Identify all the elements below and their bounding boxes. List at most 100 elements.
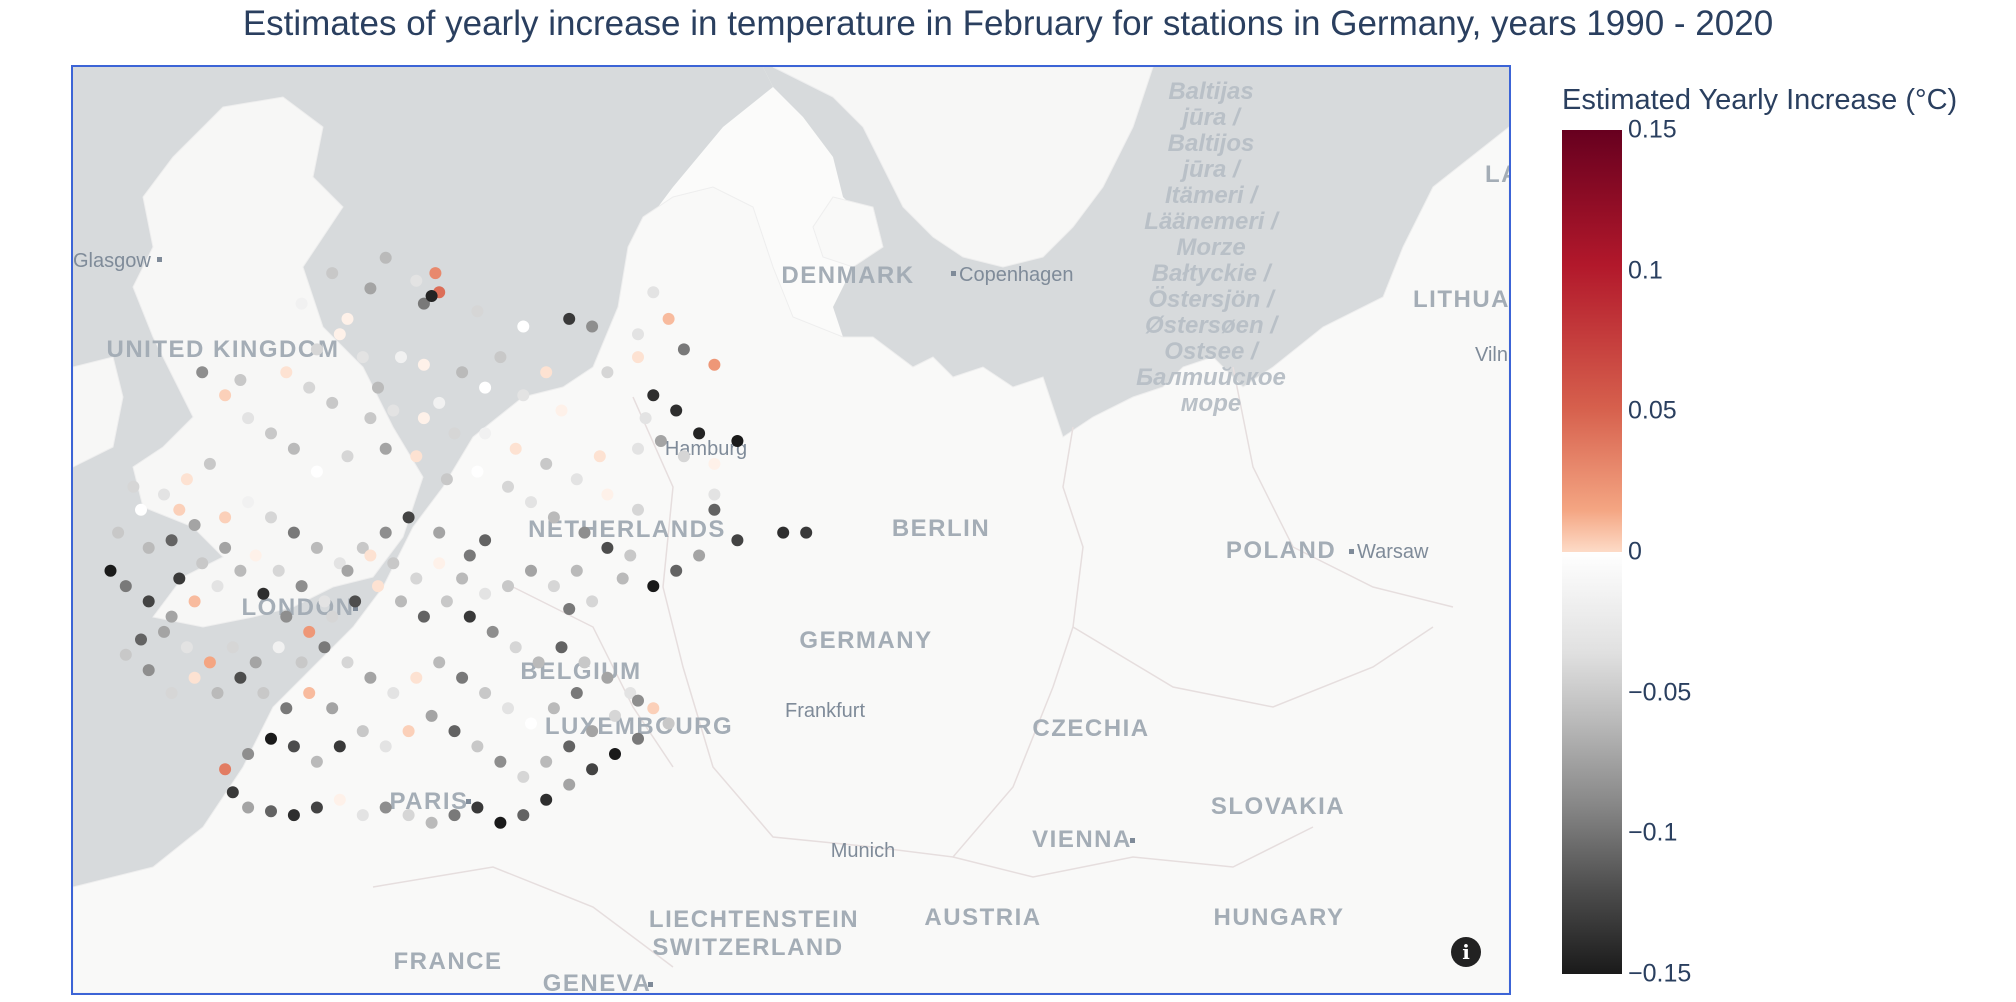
station-marker[interactable] (249, 549, 262, 562)
station-marker[interactable] (632, 732, 644, 745)
station-marker[interactable] (570, 564, 583, 577)
station-marker[interactable] (249, 656, 262, 669)
station-marker[interactable] (402, 511, 415, 524)
station-marker[interactable] (333, 740, 346, 753)
station-marker[interactable] (341, 450, 354, 463)
station-marker[interactable] (647, 389, 660, 402)
station-marker[interactable] (326, 610, 339, 623)
station-marker[interactable] (563, 312, 576, 325)
station-marker[interactable] (280, 366, 293, 379)
station-marker[interactable] (601, 366, 614, 379)
station-marker[interactable] (341, 564, 354, 577)
station-marker[interactable] (112, 526, 125, 539)
station-marker[interactable] (693, 427, 706, 440)
station-marker[interactable] (395, 595, 407, 608)
station-marker[interactable] (479, 587, 492, 600)
station-marker[interactable] (471, 740, 484, 753)
station-marker[interactable] (165, 610, 178, 623)
station-marker[interactable] (609, 748, 621, 760)
station-marker[interactable] (417, 610, 430, 623)
station-marker[interactable] (708, 358, 721, 371)
station-marker[interactable] (517, 809, 530, 822)
station-marker[interactable] (647, 286, 660, 299)
station-marker[interactable] (479, 687, 492, 699)
station-marker[interactable] (517, 770, 530, 783)
station-marker[interactable] (525, 496, 537, 509)
station-marker[interactable] (173, 572, 186, 585)
station-marker[interactable] (196, 366, 209, 379)
station-marker[interactable] (417, 412, 430, 425)
station-marker[interactable] (547, 511, 560, 524)
station-marker[interactable] (203, 457, 216, 470)
station-marker[interactable] (662, 312, 675, 325)
station-marker[interactable] (502, 702, 514, 715)
station-marker[interactable] (356, 351, 369, 364)
station-marker[interactable] (356, 809, 369, 822)
station-marker[interactable] (448, 427, 461, 440)
station-marker[interactable] (333, 557, 346, 570)
station-marker[interactable] (670, 404, 683, 417)
station-marker[interactable] (188, 519, 201, 531)
station-marker[interactable] (547, 702, 560, 715)
station-marker[interactable] (142, 541, 155, 554)
station-marker[interactable] (180, 473, 193, 486)
station-marker[interactable] (677, 450, 690, 463)
map-view[interactable]: UNITED KINGDOM DENMARK NETHERLANDS BELGI… (71, 65, 1511, 995)
station-marker[interactable] (142, 595, 155, 608)
station-marker[interactable] (433, 396, 446, 409)
station-marker[interactable] (540, 755, 553, 768)
station-marker[interactable] (395, 351, 407, 364)
station-marker[interactable] (119, 648, 132, 661)
station-marker[interactable] (257, 687, 270, 699)
station-marker[interactable] (624, 687, 637, 699)
station-marker[interactable] (425, 709, 438, 722)
station-marker[interactable] (379, 526, 392, 539)
station-marker[interactable] (471, 305, 484, 318)
station-marker[interactable] (142, 664, 155, 677)
station-marker[interactable] (165, 687, 178, 699)
station-marker[interactable] (509, 442, 522, 455)
station-marker[interactable] (677, 343, 690, 356)
station-marker[interactable] (632, 328, 644, 341)
station-marker[interactable] (479, 534, 492, 547)
station-marker[interactable] (410, 572, 423, 585)
station-marker[interactable] (180, 641, 193, 654)
station-marker[interactable] (341, 656, 354, 669)
station-marker[interactable] (402, 809, 415, 822)
station-marker[interactable] (456, 366, 469, 379)
station-marker[interactable] (104, 564, 117, 577)
station-marker[interactable] (242, 748, 255, 760)
station-marker[interactable] (601, 671, 614, 684)
station-marker[interactable] (287, 809, 300, 822)
station-marker[interactable] (219, 511, 232, 524)
station-marker[interactable] (318, 641, 331, 654)
station-marker[interactable] (586, 725, 599, 738)
station-marker[interactable] (295, 580, 308, 593)
station-marker[interactable] (586, 320, 599, 333)
station-marker[interactable] (708, 457, 721, 470)
station-marker[interactable] (440, 473, 453, 486)
station-marker[interactable] (372, 580, 384, 593)
station-marker[interactable] (387, 557, 400, 570)
station-marker[interactable] (127, 480, 140, 493)
station-marker[interactable] (570, 687, 583, 699)
station-marker[interactable] (563, 603, 576, 615)
station-marker[interactable] (731, 435, 744, 447)
station-marker[interactable] (731, 534, 744, 547)
station-marker[interactable] (242, 496, 255, 509)
station-marker[interactable] (654, 435, 667, 447)
station-marker[interactable] (379, 740, 392, 753)
station-marker[interactable] (433, 526, 446, 539)
station-marker[interactable] (494, 755, 507, 768)
station-marker[interactable] (387, 687, 400, 699)
station-marker[interactable] (632, 442, 644, 455)
station-marker[interactable] (525, 564, 537, 577)
station-marker[interactable] (494, 351, 507, 364)
station-marker[interactable] (341, 312, 354, 325)
station-marker[interactable] (509, 641, 522, 654)
station-marker[interactable] (532, 656, 545, 669)
station-marker[interactable] (410, 671, 423, 684)
station-marker[interactable] (402, 725, 415, 738)
station-marker[interactable] (158, 625, 170, 638)
station-marker[interactable] (578, 656, 591, 669)
